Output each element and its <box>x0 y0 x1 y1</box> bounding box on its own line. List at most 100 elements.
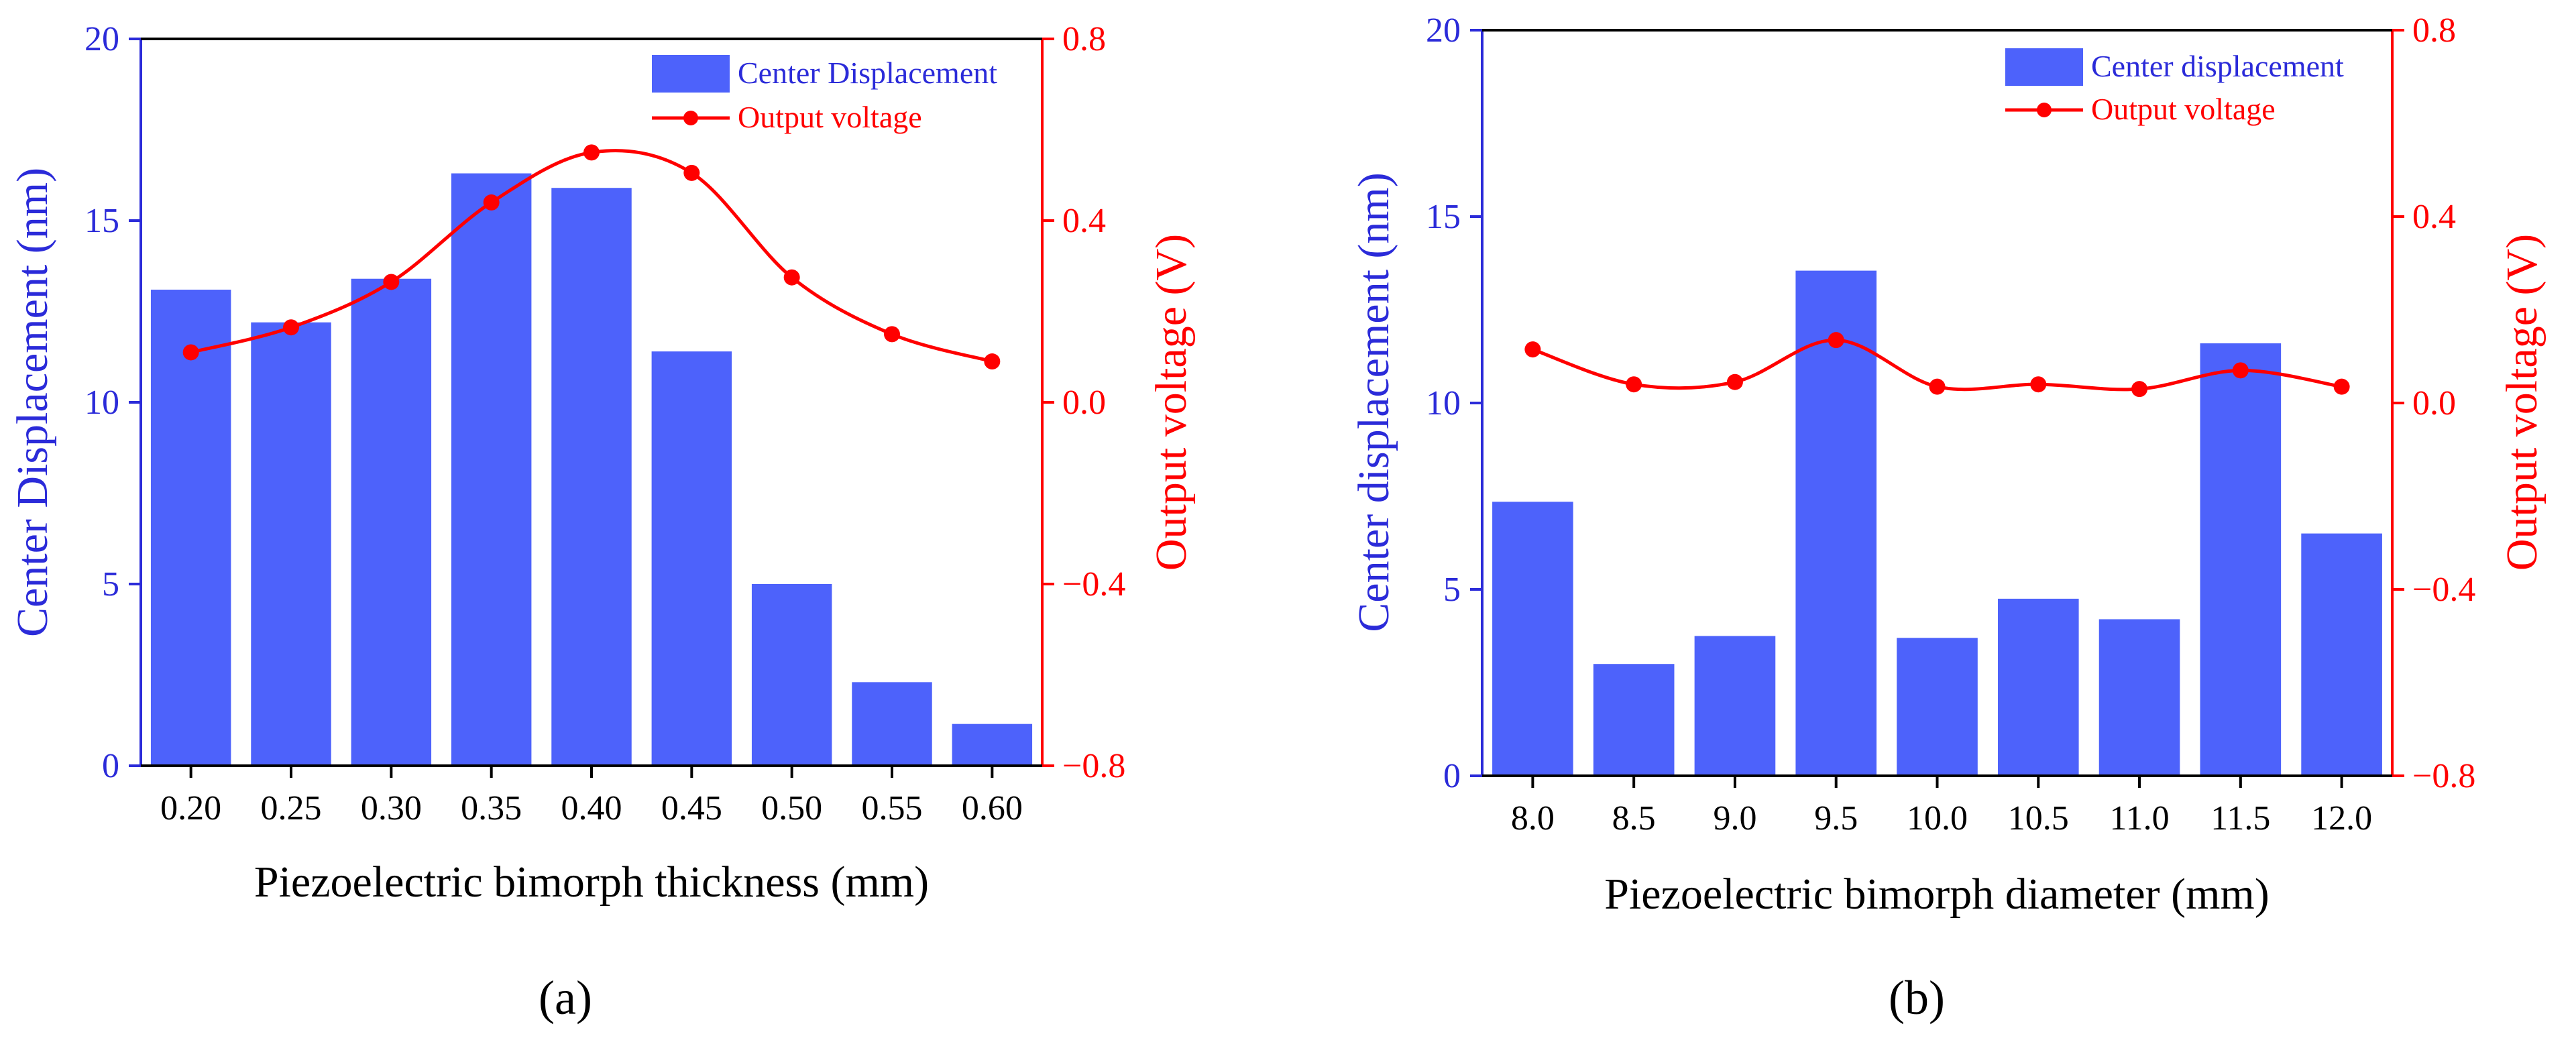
panel-a-legend-bar-label: Center Displacement <box>738 56 997 90</box>
panel-a-left-tick-label-1: 5 <box>102 565 119 603</box>
panel-a-label: (a) <box>539 971 592 1025</box>
panel-a-left-ticks: 0 5 10 15 20 <box>85 20 141 785</box>
panel-b-x-tick-label-0: 8.0 <box>1511 799 1555 837</box>
panel-b-legend-bar-swatch <box>2005 48 2083 86</box>
panel-a-right-ticks: −0.8 −0.4 0.0 0.4 0.8 <box>1042 20 1125 785</box>
panel-a-voltage-point-1 <box>283 319 299 336</box>
panel-b-left-tick-label-0: 0 <box>1443 757 1461 795</box>
panel-b-voltage-point-1 <box>1626 376 1642 393</box>
panel-b-right-tick-label-4: 0.8 <box>2412 11 2456 50</box>
panel-a-x-tick-label-2: 0.30 <box>361 789 422 827</box>
panel-b-right-tick-label-1: −0.4 <box>2412 571 2475 609</box>
panel-a-x-tick-label-7: 0.55 <box>862 789 923 827</box>
panel-a-x-axis-title: Piezoelectric bimorph thickness (mm) <box>254 858 929 907</box>
panel-b-voltage-point-5 <box>2030 376 2047 393</box>
panel-b-label: (b) <box>1889 971 1945 1025</box>
panel-b-bar-2 <box>1694 636 1776 776</box>
panel-b-right-tick-label-3: 0.4 <box>2412 198 2456 236</box>
panel-a-left-tick-label-0: 0 <box>102 747 119 785</box>
panel-b-voltage-point-0 <box>1524 341 1541 358</box>
panel-a-voltage-point-5 <box>683 164 700 181</box>
panel-a-x-tick-label-8: 0.60 <box>962 789 1023 827</box>
panel-b-bar-5 <box>1997 598 2079 776</box>
panel-b-bars <box>1492 270 2382 776</box>
panel-b-legend-point-marker <box>2037 103 2052 117</box>
panel-b-right-tick-label-0: −0.8 <box>2412 757 2475 795</box>
panel-a-voltage-point-2 <box>383 274 400 290</box>
panel-a-left-tick-label-2: 10 <box>85 384 119 422</box>
panel-a-bar-8 <box>952 724 1033 766</box>
panel-a-x-tick-label-1: 0.25 <box>261 789 322 827</box>
panel-b-voltage-point-7 <box>2232 362 2249 379</box>
panel-a-bar-4 <box>551 188 632 766</box>
panel-b-legend-line-label: Output voltage <box>2091 92 2276 126</box>
panel-a-bar-5 <box>651 351 732 766</box>
panel-a-voltage-point-3 <box>483 194 500 211</box>
panel-b-left-tick-label-1: 5 <box>1443 571 1461 609</box>
panel-b-bar-3 <box>1795 270 1877 776</box>
panel-b-right-ticks: −0.8 −0.4 0.0 0.4 0.8 <box>2392 11 2475 795</box>
panel-b-right-tick-label-2: 0.0 <box>2412 384 2456 422</box>
panel-b-bar-7 <box>2200 343 2282 776</box>
panel-b-x-tick-label-8: 12.0 <box>2311 799 2372 837</box>
panel-b-x-axis-title: Piezoelectric bimorph diameter (mm) <box>1604 870 2269 919</box>
panel-a-right-tick-label-1: −0.4 <box>1062 565 1125 603</box>
panel-a-bar-6 <box>751 584 832 766</box>
panel-b: 8.0 8.5 9.0 9.5 10.0 10.5 11.0 11.5 12.0 0 5 10 15 2… <box>1349 11 2546 1025</box>
panel-a-left-tick-label-4: 20 <box>85 20 119 58</box>
panel-a-x-tick-label-5: 0.45 <box>661 789 722 827</box>
panel-b-right-axis-title: Output voltage (V) <box>2498 234 2546 571</box>
panel-b-bar-6 <box>2098 619 2180 776</box>
panel-a-x-tick-label-3: 0.35 <box>461 789 522 827</box>
panel-a-x-tick-label-6: 0.50 <box>761 789 822 827</box>
panel-b-voltage-point-2 <box>1726 373 1743 390</box>
panel-a-legend-point-marker <box>683 111 698 125</box>
panel-b-legend-bar-label: Center displacement <box>2091 49 2344 83</box>
panel-b-voltage-point-6 <box>2131 381 2148 398</box>
panel-b-voltage-point-3 <box>1828 332 1844 349</box>
panel-b-x-ticks: 8.0 8.5 9.0 9.5 10.0 10.5 11.0 11.5 12.0 <box>1511 776 2372 837</box>
panel-a-voltage-point-4 <box>583 144 600 161</box>
panel-a-x-tick-label-4: 0.40 <box>561 789 622 827</box>
panel-a-legend-line-label: Output voltage <box>738 100 922 134</box>
panel-b-left-tick-label-3: 15 <box>1426 198 1461 236</box>
panel-b-x-tick-label-5: 10.5 <box>2008 799 2069 837</box>
panel-b-x-tick-label-4: 10.0 <box>1907 799 1968 837</box>
panel-a-right-tick-label-0: −0.8 <box>1062 747 1125 785</box>
panel-a-right-axis-title: Output voltage (V) <box>1147 234 1196 571</box>
panel-b-bar-8 <box>2301 533 2382 776</box>
panel-b-bar-0 <box>1492 502 1573 776</box>
panel-b-x-tick-label-7: 11.5 <box>2210 799 2270 837</box>
panel-b-left-axis-title: Center displacement (nm) <box>1349 172 1398 632</box>
panel-a-x-tick-label-0: 0.20 <box>160 789 221 827</box>
panel-a-left-tick-label-3: 15 <box>85 202 119 240</box>
panel-b-x-tick-label-2: 9.0 <box>1713 799 1756 837</box>
panel-b-left-tick-label-4: 20 <box>1426 11 1461 50</box>
panel-a-voltage-point-7 <box>884 326 900 343</box>
panel-a-left-axis-title: Center Displacement (nm) <box>8 168 57 637</box>
panel-a-bars <box>150 173 1033 766</box>
panel-b-voltage-point-4 <box>1929 378 1946 395</box>
panel-a-right-tick-label-4: 0.8 <box>1062 20 1106 58</box>
panel-a-legend-bar-swatch <box>652 55 730 93</box>
panel-a-bar-0 <box>150 289 231 766</box>
panel-a-voltage-points <box>182 144 1001 370</box>
panel-a-voltage-point-0 <box>182 344 199 361</box>
panel-a-voltage-point-8 <box>984 353 1001 370</box>
panel-b-legend: Center displacement Output voltage <box>2005 48 2344 126</box>
panel-a-right-tick-label-3: 0.4 <box>1062 202 1106 240</box>
panel-b-bar-4 <box>1897 638 1978 776</box>
panel-a-bar-2 <box>351 278 432 766</box>
panel-a-x-ticks: 0.20 0.25 0.30 0.35 0.40 0.45 0.50 0.55 0.60 <box>160 766 1023 827</box>
panel-a-voltage-point-6 <box>783 269 800 286</box>
panel-a-bar-3 <box>451 173 532 766</box>
panel-b-left-ticks: 0 5 10 15 20 <box>1426 11 1482 795</box>
panel-a-right-tick-label-2: 0.0 <box>1062 384 1106 422</box>
panel-b-bar-1 <box>1593 664 1675 776</box>
panel-b-x-tick-label-1: 8.5 <box>1612 799 1656 837</box>
panel-b-voltage-point-8 <box>2333 378 2350 395</box>
panel-a: 0.20 0.25 0.30 0.35 0.40 0.45 0.50 0.55 0.60 0 5 1… <box>8 20 1196 1025</box>
panel-a-legend: Center Displacement Output voltage <box>652 55 997 134</box>
panel-b-left-tick-label-2: 10 <box>1426 384 1461 422</box>
